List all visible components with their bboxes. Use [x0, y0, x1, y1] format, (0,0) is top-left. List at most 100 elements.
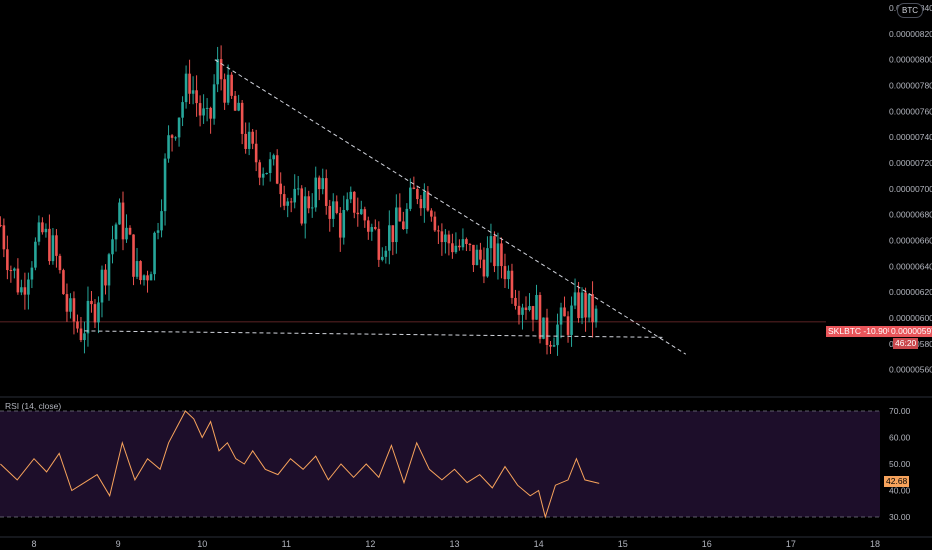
candle-body	[500, 243, 503, 267]
candle-body	[468, 244, 472, 246]
time-tick-label: 10	[197, 539, 207, 549]
candle-body	[594, 308, 598, 323]
candle-body	[345, 199, 349, 210]
candle-body	[324, 178, 328, 206]
candle-body	[391, 225, 395, 243]
candle-body	[314, 177, 318, 208]
candle-body	[451, 243, 454, 253]
time-tick-label: 15	[618, 539, 628, 549]
candle-body	[188, 73, 191, 94]
candle-body	[142, 275, 146, 281]
rsi-axis[interactable]: 70.00 60.00 50.00 40.00 30.00	[889, 406, 911, 522]
candle-body	[279, 183, 282, 195]
candle-body	[419, 199, 423, 209]
last-price-label: 0.00000597	[889, 326, 932, 337]
candle-body	[72, 298, 76, 322]
rsi-value-label: 42.68	[884, 476, 910, 487]
currency-badge[interactable]: BTC	[897, 3, 923, 18]
candle-body	[331, 201, 335, 219]
candle-body	[584, 292, 587, 318]
candle-body	[254, 143, 258, 163]
candle-body	[384, 250, 388, 257]
candle-body	[226, 74, 230, 103]
candle-body	[395, 207, 398, 243]
candle-body	[177, 117, 181, 138]
candle-body	[79, 328, 83, 341]
candle-body	[507, 270, 510, 280]
candle-body	[258, 162, 261, 178]
candle-body	[282, 194, 286, 206]
price-tick-label: 0.00000600	[889, 313, 932, 323]
candle-body	[216, 59, 219, 85]
candle-body	[286, 201, 290, 206]
candle-body	[349, 191, 353, 200]
candle-body	[146, 275, 149, 281]
price-tick-label: 0.00000560	[889, 365, 932, 375]
candle-body	[13, 268, 16, 271]
candle-body	[121, 202, 125, 240]
candle-body	[275, 155, 279, 184]
candle-body	[170, 135, 174, 138]
candle-body	[90, 300, 93, 305]
candle-body	[409, 187, 412, 209]
price-tick-label: 0.00000620	[889, 287, 932, 297]
candle-body	[219, 59, 223, 80]
rsi-tick-label: 60.00	[889, 433, 911, 443]
rsi-legend[interactable]: RSI (14, close)	[5, 401, 62, 411]
rsi-pane[interactable]	[0, 410, 880, 519]
price-tick-label: 0.00000680	[889, 210, 932, 220]
candle-body	[587, 294, 591, 318]
candle-body	[293, 188, 297, 203]
time-tick-label: 14	[534, 539, 544, 549]
candle-body	[398, 207, 402, 222]
time-axis[interactable]: 8 9 10 11 12 13 14 15 16 17 18	[31, 539, 880, 549]
candle-body	[160, 211, 163, 231]
candle-body	[37, 222, 41, 242]
candle-body	[591, 294, 594, 323]
price-axis[interactable]: 0.000008400.000008200.000008000.00000780…	[889, 3, 932, 375]
candle-body	[493, 236, 496, 267]
price-tick-label: 0.00000780	[889, 81, 932, 91]
candle-body	[69, 298, 72, 312]
candle-body	[111, 239, 114, 255]
time-tick-label: 18	[870, 539, 880, 549]
candle-body	[458, 245, 461, 248]
countdown-label: 46:20	[893, 338, 919, 349]
descending-trendline	[214, 59, 687, 355]
candle-body	[156, 230, 160, 233]
candle-body	[83, 333, 86, 341]
time-tick-label: 13	[449, 539, 459, 549]
candle-body	[34, 241, 37, 268]
candle-body	[552, 345, 556, 347]
candle-body	[338, 212, 342, 238]
time-tick-label: 8	[31, 539, 36, 549]
time-tick-label: 17	[786, 539, 796, 549]
candle-body	[538, 294, 542, 339]
candle-body	[272, 155, 275, 160]
price-tick-label: 0.00000720	[889, 158, 932, 168]
symbol-change-label: SKLBTC -10.90%	[826, 326, 898, 337]
candle-body	[559, 307, 563, 325]
candle-body	[307, 196, 311, 209]
rsi-tick-label: 50.00	[889, 459, 911, 469]
candle-body	[237, 102, 240, 111]
candle-body	[352, 191, 356, 213]
candle-body	[310, 207, 314, 209]
candle-body	[545, 317, 549, 345]
candle-body	[65, 294, 69, 312]
candle-body	[528, 306, 531, 310]
candle-body	[437, 230, 440, 232]
candle-body	[289, 201, 293, 203]
candle-body	[212, 84, 216, 119]
candle-body	[174, 137, 177, 139]
time-tick-label: 11	[282, 539, 291, 549]
candlestick-pane[interactable]	[0, 45, 826, 356]
rsi-band	[0, 411, 880, 517]
candle-body	[209, 107, 212, 119]
price-tick-label: 0.00000660	[889, 236, 932, 246]
candle-body	[30, 267, 34, 280]
candle-body	[303, 196, 307, 224]
candle-body	[128, 227, 132, 235]
price-tick-label: 0.00000740	[889, 132, 932, 142]
